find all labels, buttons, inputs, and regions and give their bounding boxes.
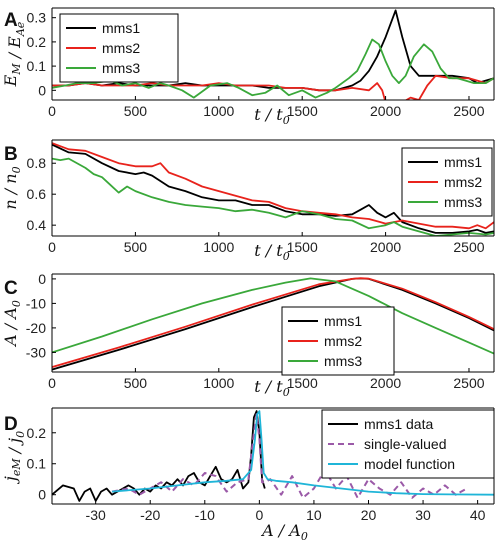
panel-label: C (4, 278, 18, 299)
series-group (52, 9, 494, 100)
x-tick-label: 0 (48, 375, 56, 391)
y-tick-label: 0 (38, 487, 46, 503)
legend-label: mms1 data (364, 416, 433, 432)
legend-label: mms3 (102, 60, 140, 76)
x-tick-label: 0 (48, 239, 56, 255)
y-axis-label: n / n0 (1, 166, 23, 209)
y-tick-label: -10 (26, 295, 46, 311)
y-tick-label: 0.1 (27, 456, 47, 472)
legend-label: mms3 (444, 194, 482, 210)
y-tick-label: -30 (26, 344, 46, 360)
x-tick-label: -20 (140, 507, 160, 523)
legend: mms1 data single-valued model function (321, 409, 495, 479)
y-tick-label: 0.1 (27, 58, 47, 74)
series-line-model-function (111, 410, 494, 496)
legend-label: mms2 (324, 333, 362, 349)
series-line-mms2 (52, 142, 494, 230)
y-tick-label: 0.4 (27, 217, 47, 233)
x-tick-label: 500 (124, 239, 148, 255)
x-tick-label: -10 (195, 507, 215, 523)
x-tick-label: 2000 (370, 239, 401, 255)
y-tick-label: 0.8 (27, 155, 47, 171)
legend-box (59, 13, 179, 83)
legend: mms1 mms2 mms3 (401, 147, 493, 217)
panel-C: C 0 500 1000 1500 2000 2500 0 -10 -20 -30A / A0 t /… (1, 271, 495, 399)
x-axis-label: t / t0 (254, 105, 289, 127)
legend-label: mms1 (324, 313, 362, 329)
x-tick-label: 2500 (453, 239, 484, 255)
x-tick-label: 20 (361, 507, 377, 523)
series-line-mms3 (52, 38, 494, 99)
x-tick-label: 500 (124, 375, 148, 391)
y-tick-label: -20 (26, 320, 46, 336)
x-tick-label: 1500 (287, 239, 318, 255)
panel-label: B (4, 144, 18, 165)
x-tick-label: 1000 (203, 239, 234, 255)
legend-label: mms2 (102, 40, 140, 56)
panel-A: A 0 500 1000 1500 2000 2500 0 0.1 0.2 0.3EM / EAe t… (1, 7, 495, 127)
x-axis-label: t / t0 (254, 241, 289, 263)
legend: mms1 mms2 mms3 (281, 306, 395, 376)
panel-B: B 0 500 1000 1500 2000 2500 0.4 0.6 0.8n / n0 t / … (1, 139, 495, 263)
y-tick-label: 0.2 (27, 34, 47, 50)
y-tick-label: 0.3 (27, 10, 47, 26)
y-axis-label: A / A0 (1, 300, 23, 348)
legend-label: mms1 (444, 154, 482, 170)
y-axis-label: EM / EAe (1, 21, 27, 87)
series-group (52, 142, 494, 236)
y-tick-label: 0.2 (27, 425, 47, 441)
legend-label: mms1 (102, 20, 140, 36)
x-tick-label: -30 (86, 507, 106, 523)
y-axis-label: jeM / j0 (1, 431, 27, 484)
x-tick-label: 30 (415, 507, 431, 523)
x-tick-label: 2000 (370, 103, 401, 119)
x-axis-label: A / A0 (260, 521, 308, 540)
legend-label: model function (364, 456, 455, 472)
series-line-mms1 (52, 143, 494, 234)
x-axis-label: t / t0 (254, 377, 289, 399)
series-line-mms2 (52, 74, 494, 100)
x-tick-label: 2000 (370, 375, 401, 391)
legend-label: mms3 (324, 353, 362, 369)
y-tick-label: 0 (38, 271, 46, 287)
legend-label: single-valued (364, 436, 447, 452)
x-tick-label: 1000 (203, 103, 234, 119)
x-tick-label: 0 (255, 507, 263, 523)
legend-label: mms2 (444, 174, 482, 190)
y-tick-label: 0 (38, 82, 46, 98)
series-line-mms3 (52, 157, 494, 236)
x-tick-label: 10 (306, 507, 322, 523)
x-tick-label: 1500 (287, 103, 318, 119)
y-tick-label: 0.6 (27, 186, 47, 202)
panel-label: A (4, 10, 18, 31)
x-tick-label: 0 (48, 103, 56, 119)
series-line-mms2 (52, 277, 494, 368)
x-tick-label: 2500 (453, 103, 484, 119)
x-tick-label: 1000 (203, 375, 234, 391)
x-tick-label: 2500 (453, 375, 484, 391)
series-group (52, 277, 494, 371)
x-tick-label: 500 (124, 103, 148, 119)
panel-label: D (4, 414, 18, 435)
series-line-mms3 (52, 277, 494, 355)
legend-box (401, 147, 493, 217)
legend: mms1 mms2 mms3 (59, 13, 179, 83)
x-tick-label: 40 (470, 507, 486, 523)
series-group (52, 410, 494, 502)
x-tick-label: 1500 (287, 375, 318, 391)
